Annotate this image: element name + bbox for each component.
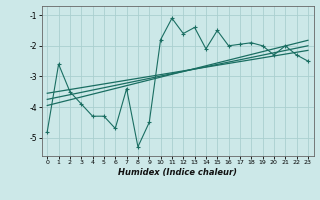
- X-axis label: Humidex (Indice chaleur): Humidex (Indice chaleur): [118, 168, 237, 177]
